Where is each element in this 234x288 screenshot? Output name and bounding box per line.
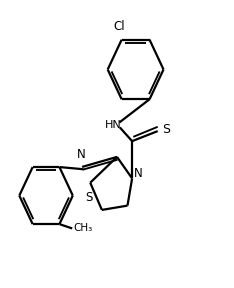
Text: N: N: [77, 148, 85, 161]
Text: Cl: Cl: [113, 20, 125, 33]
Text: S: S: [162, 123, 170, 136]
Text: HN: HN: [105, 120, 122, 130]
Text: N: N: [134, 167, 143, 180]
Text: CH₃: CH₃: [73, 223, 93, 234]
Text: S: S: [85, 191, 93, 204]
